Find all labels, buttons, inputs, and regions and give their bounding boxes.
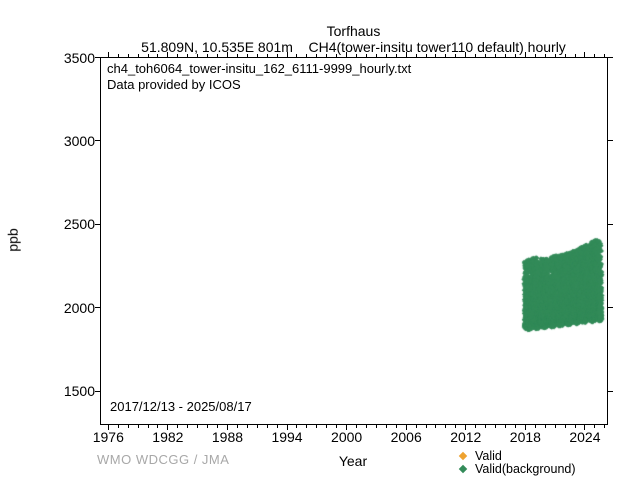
legend-item-valid-background: Valid(background) xyxy=(455,462,576,476)
date-range-label: 2017/12/13 - 2025/08/17 xyxy=(110,399,252,414)
valid-diamond-icon xyxy=(458,451,468,461)
legend-label-valid: Valid xyxy=(475,449,502,463)
legend-label-valid-background: Valid(background) xyxy=(475,462,576,476)
y-axis-label: ppb xyxy=(4,228,21,252)
data-provider-annotation: Data provided by ICOS xyxy=(107,77,241,92)
x-axis-label: Year xyxy=(338,453,368,469)
data-file-annotation: ch4_toh6064_tower-insitu_162_6111-9999_h… xyxy=(107,61,412,76)
wdcgg-jma-credit: WMO WDCGG / JMA xyxy=(97,452,230,467)
valid-background-diamond-icon xyxy=(458,464,468,474)
legend: Valid Valid(background) xyxy=(455,449,576,476)
legend-item-valid: Valid xyxy=(455,449,576,463)
